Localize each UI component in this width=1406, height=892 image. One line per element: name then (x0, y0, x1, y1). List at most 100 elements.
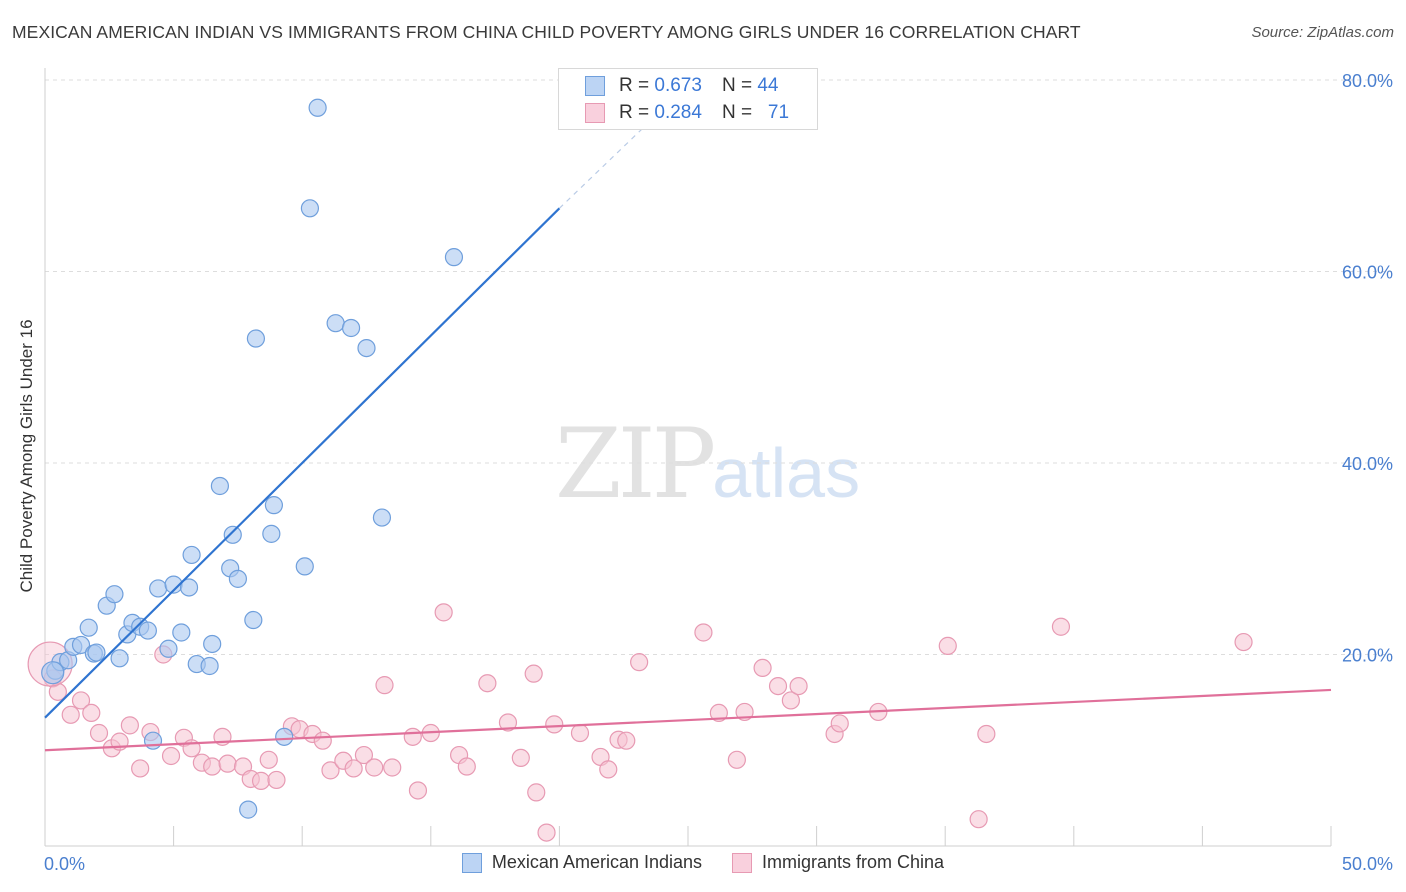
china-point (570, 723, 590, 743)
mexican-american-indian-point (244, 610, 263, 630)
china-point (321, 761, 340, 780)
legend-label: Immigrants from China (762, 852, 945, 872)
china-point (61, 705, 80, 724)
r-value: 0.673 (654, 75, 702, 96)
china-point (599, 760, 618, 779)
r-label: R = (619, 102, 650, 123)
correlation-legend: R = 0.673 N = 44 R = 0.284 N = 71 (558, 68, 818, 130)
china-point (537, 823, 556, 842)
y-tick-label: 80.0% (1342, 71, 1393, 91)
mexican-american-indian-point (210, 476, 229, 496)
mexican-american-indian-point (79, 618, 98, 637)
china-point (938, 636, 957, 655)
legend-item-mexican-american-indians: Mexican American Indians (461, 852, 703, 873)
china-point (251, 771, 271, 790)
mexican-american-indian-point (149, 579, 168, 598)
china-point (120, 716, 139, 735)
china-point (969, 810, 988, 829)
china-point (768, 676, 788, 696)
chart-title: MEXICAN AMERICAN INDIAN VS IMMIGRANTS FR… (12, 22, 1081, 42)
pink-swatch-icon (732, 852, 753, 873)
mexican-american-indian-point (264, 496, 284, 515)
mexican-american-indian-point (228, 569, 247, 588)
china-point (131, 759, 150, 778)
mexican-american-indian-point (110, 649, 129, 668)
china-point (498, 713, 518, 732)
mexican-american-indian-point (246, 329, 266, 348)
china-point (709, 703, 728, 723)
mexican-american-indian-point (200, 656, 219, 676)
china-point (478, 674, 497, 693)
mexican-american-indian-point (138, 621, 157, 640)
mexican-american-indian-point (203, 634, 222, 654)
watermark: ZIPatlas (555, 408, 860, 520)
mexican-american-indian-point (41, 661, 65, 685)
china-point (434, 603, 453, 622)
china-point (977, 724, 996, 744)
mexican-american-indian-point (143, 731, 163, 750)
china-point (617, 731, 636, 750)
legend-row-blue: R = 0.673 N = 44 (585, 75, 778, 97)
china-point (830, 714, 849, 733)
china-point (267, 770, 286, 790)
legend-row-pink: R = 0.284 N = 71 (585, 102, 789, 124)
blue-trend-line (44, 207, 561, 719)
series-legend: Mexican American Indians Immigrants from… (0, 852, 1406, 873)
china-point (82, 703, 101, 723)
mexican-american-indian-point (326, 314, 345, 333)
n-label: N = (721, 102, 753, 123)
china-point (457, 757, 476, 776)
china-point (545, 715, 564, 734)
source-credit: Source: ZipAtlas.com (1251, 24, 1394, 41)
mexican-american-indian-point (444, 248, 464, 267)
mexican-american-indian-point (159, 639, 178, 658)
mexican-american-indian-point (275, 727, 294, 746)
china-point (781, 691, 800, 710)
pink-swatch-icon (585, 103, 605, 123)
blue-swatch-icon (585, 76, 605, 96)
watermark-atlas: atlas (712, 434, 861, 512)
mexican-american-indian-point (105, 585, 124, 604)
blue-swatch-icon (461, 852, 482, 873)
china-point (1051, 617, 1071, 636)
china-point (1234, 632, 1253, 652)
china-point (527, 783, 546, 802)
china-point (403, 727, 422, 746)
mexican-american-indian-point (357, 339, 376, 358)
mexican-american-indian-point (71, 635, 91, 655)
x-tick-label: 50.0% (1342, 854, 1393, 874)
china-point (71, 691, 91, 710)
y-tick-label: 60.0% (1342, 263, 1393, 283)
china-point (48, 682, 67, 701)
china-point (313, 731, 332, 750)
legend-item-immigrants-from-china: Immigrants from China (732, 852, 944, 873)
blue-trend-extension (558, 114, 658, 209)
mexican-american-indian-point (182, 545, 201, 565)
legend-label: Mexican American Indians (491, 852, 703, 872)
r-label: R = (619, 75, 650, 96)
china-point (89, 723, 109, 743)
china-point (753, 658, 772, 678)
mexican-american-indian-point (295, 557, 314, 576)
watermark-zip: ZIP (555, 408, 716, 520)
r-value: 0.284 (654, 102, 702, 123)
mexican-american-indian-point (172, 623, 191, 642)
china-point (365, 758, 384, 777)
china-point (383, 758, 402, 777)
y-tick-label: 20.0% (1342, 646, 1393, 666)
china-point (630, 653, 649, 672)
china-point (259, 750, 278, 769)
mexican-american-indian-point (87, 643, 106, 662)
mexican-american-indian-point (179, 578, 199, 597)
china-point (218, 754, 237, 773)
mexican-american-indian-point (308, 98, 327, 117)
pink-trend-line (44, 688, 1332, 752)
china-point (511, 748, 530, 768)
x-tick-label: 0.0% (44, 854, 85, 874)
china-point (727, 750, 746, 769)
mexican-american-indian-point (239, 800, 258, 819)
china-point (408, 781, 428, 800)
china-point (524, 664, 543, 683)
n-value: 71 (767, 102, 790, 123)
